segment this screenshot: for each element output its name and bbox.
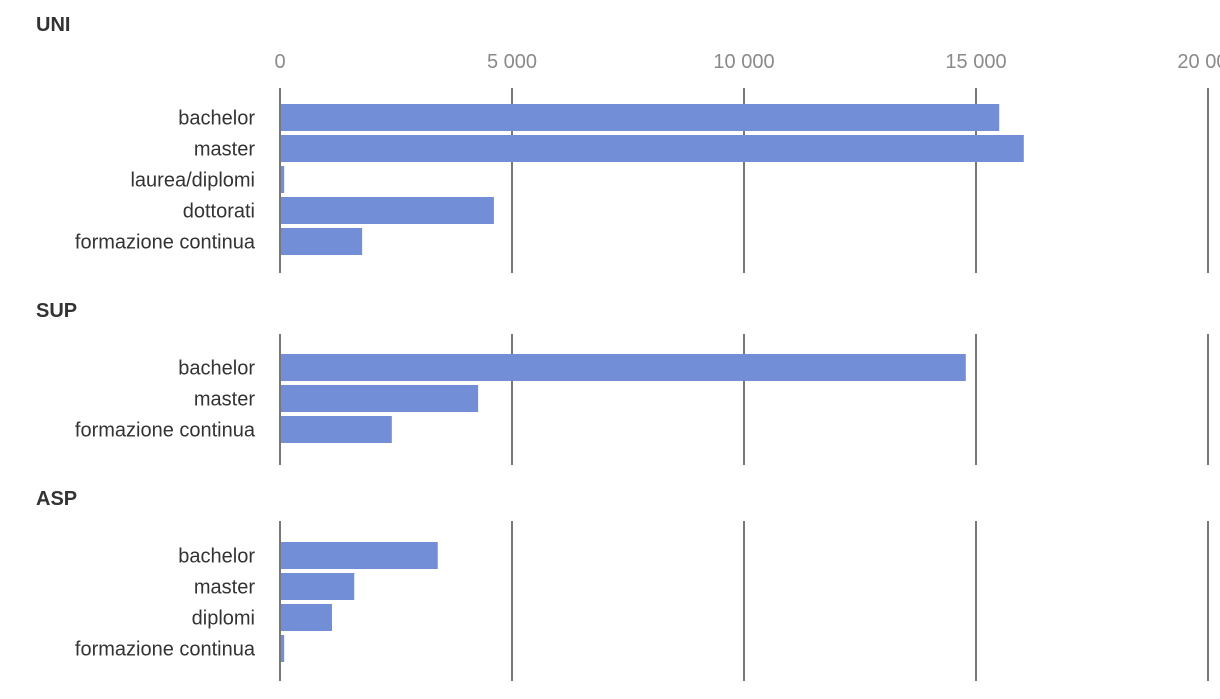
category-label: dottorati: [183, 201, 255, 223]
bar: [281, 354, 966, 381]
bar: [281, 385, 479, 412]
category-label: master: [194, 577, 255, 599]
category-label: formazione continua: [75, 420, 256, 442]
x-tick-label: 5 000: [487, 51, 537, 73]
bar: [281, 166, 285, 193]
bar: [281, 542, 438, 569]
bar: [281, 135, 1024, 162]
bar: [281, 104, 1000, 131]
category-label: formazione continua: [75, 639, 256, 661]
x-tick-label: 20 000: [1177, 51, 1220, 73]
x-tick-label: 0: [274, 51, 285, 73]
x-tick-label: 15 000: [945, 51, 1006, 73]
category-label: diplomi: [192, 608, 255, 630]
bar: [281, 228, 363, 255]
group-title: UNI: [36, 14, 70, 36]
bar: [281, 416, 392, 443]
category-label: bachelor: [178, 546, 255, 568]
bar: [281, 635, 285, 662]
category-label: bachelor: [178, 358, 255, 380]
category-label: laurea/diplomi: [130, 170, 255, 192]
x-tick-label: 10 000: [713, 51, 774, 73]
group-title: SUP: [36, 300, 77, 322]
bar: [281, 197, 494, 224]
category-label: master: [194, 139, 255, 161]
category-label: master: [194, 389, 255, 411]
group-title: ASP: [36, 488, 77, 510]
category-label: formazione continua: [75, 232, 256, 254]
bar: [281, 604, 332, 631]
category-label: bachelor: [178, 108, 255, 130]
bar: [281, 573, 355, 600]
